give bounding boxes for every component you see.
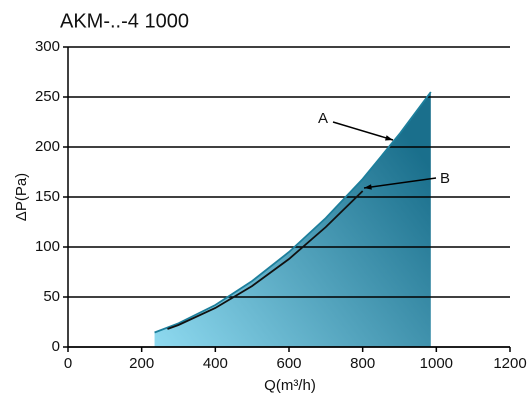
x-axis-label: Q(m³/h)	[264, 377, 316, 394]
y-tick-label: 200	[35, 138, 60, 155]
x-tick-label: 800	[350, 355, 375, 372]
curve	[167, 190, 364, 330]
x-tick-label: 600	[276, 355, 301, 372]
curve-label: A	[318, 110, 328, 127]
x-tick-label: 0	[64, 355, 72, 372]
x-tick-label: 1000	[420, 355, 453, 372]
arrow-head	[364, 184, 372, 190]
y-tick-label: 100	[35, 238, 60, 255]
x-tick-label: 1200	[493, 355, 526, 372]
chart-title: AKM-..-4 1000	[60, 10, 189, 32]
annotation-arrow	[332, 121, 394, 141]
x-tick-label: 200	[129, 355, 154, 372]
y-tick-label: 300	[35, 38, 60, 55]
y-axis-label: ΔP(Pa)	[13, 173, 30, 221]
annotation-arrow	[363, 177, 437, 189]
area	[154, 92, 431, 347]
y-tick-label: 50	[43, 288, 60, 305]
curve	[154, 91, 432, 334]
y-tick-label: 150	[35, 188, 60, 205]
curve-label: B	[440, 170, 450, 187]
y-tick-label: 0	[52, 338, 60, 355]
x-tick-label: 400	[203, 355, 228, 372]
arrow-head	[385, 135, 393, 141]
y-tick-label: 250	[35, 88, 60, 105]
